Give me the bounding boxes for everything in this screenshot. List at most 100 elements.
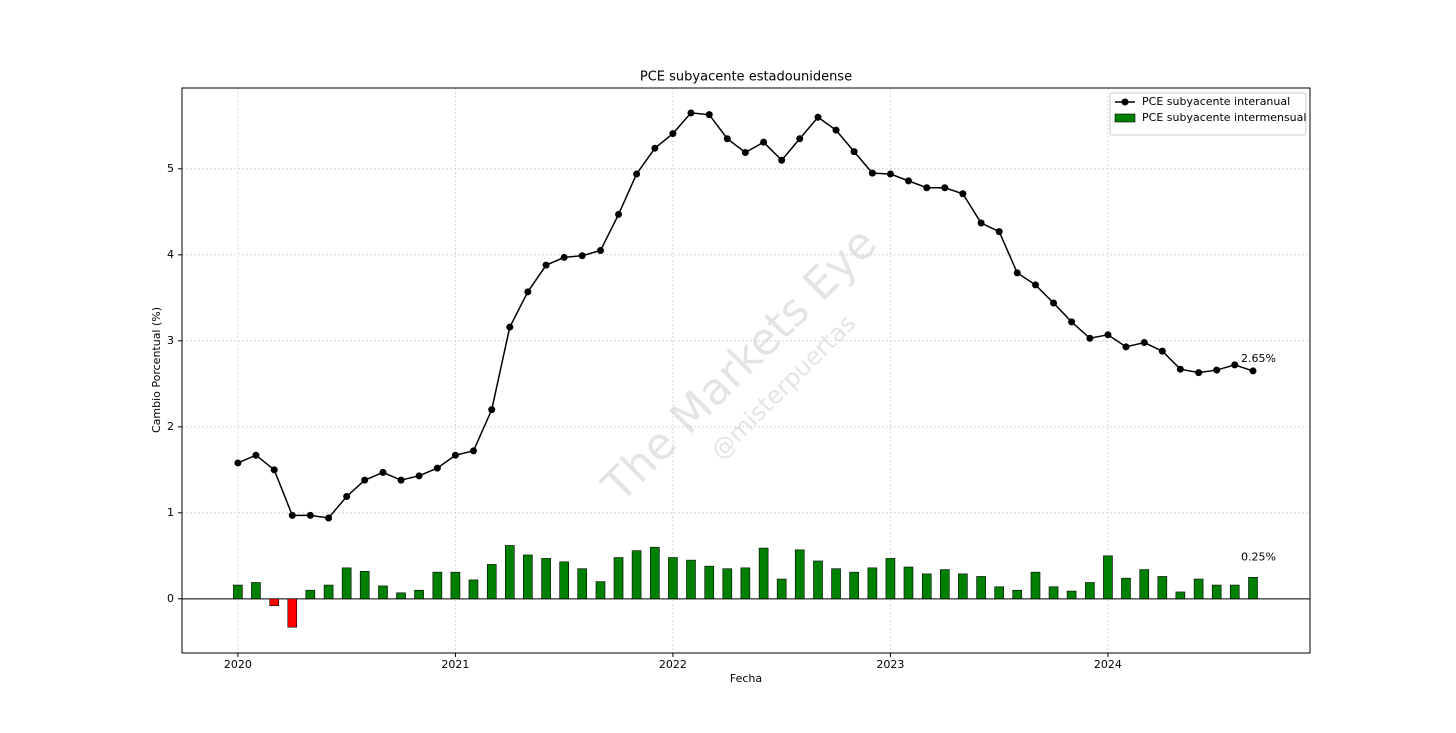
- marker: [687, 109, 695, 117]
- bar: [921, 573, 932, 600]
- bar: [305, 589, 316, 600]
- annotation: 0.25%: [1241, 550, 1276, 563]
- marker: [1158, 347, 1166, 355]
- bar: [631, 550, 642, 600]
- legend-swatch: [1121, 98, 1129, 106]
- marker: [1068, 318, 1076, 326]
- bar: [504, 545, 515, 600]
- bar: [1229, 584, 1240, 600]
- annotation: 2.65%: [1241, 352, 1276, 365]
- bar: [650, 546, 660, 600]
- marker: [850, 148, 858, 156]
- bar: [849, 571, 859, 600]
- bar: [976, 576, 986, 600]
- y-tick-label: 4: [167, 248, 174, 261]
- bar: [758, 547, 769, 600]
- y-tick-label: 1: [167, 506, 174, 519]
- bar: [541, 558, 551, 600]
- bar: [1248, 577, 1258, 600]
- marker: [633, 170, 641, 178]
- bar: [813, 560, 823, 600]
- bar: [378, 585, 388, 600]
- bar: [1193, 578, 1204, 600]
- bar: [233, 584, 243, 600]
- y-axis-label: Cambio Porcentual (%): [150, 307, 163, 433]
- marker: [343, 492, 351, 500]
- marker: [977, 219, 985, 227]
- marker: [1140, 339, 1148, 347]
- marker: [1013, 269, 1021, 277]
- legend-box: [1109, 92, 1307, 136]
- marker: [542, 261, 550, 269]
- marker: [252, 451, 260, 459]
- marker: [288, 511, 296, 519]
- bar: [468, 579, 479, 600]
- marker: [868, 169, 876, 177]
- bar: [396, 592, 406, 600]
- bar: [323, 584, 334, 600]
- bar: [1030, 571, 1041, 600]
- bar: [414, 589, 424, 600]
- marker: [651, 144, 659, 152]
- bar: [269, 598, 280, 607]
- marker: [1086, 334, 1094, 342]
- bar: [1066, 590, 1077, 600]
- marker: [379, 468, 387, 476]
- marker: [669, 130, 677, 138]
- bar: [1157, 576, 1168, 600]
- marker: [506, 323, 514, 331]
- marker: [488, 406, 496, 414]
- bar: [704, 565, 715, 600]
- bar: [1012, 589, 1023, 600]
- bar: [577, 568, 588, 600]
- bar: [613, 557, 624, 600]
- marker: [1195, 369, 1203, 377]
- marker: [923, 184, 931, 192]
- bar: [1139, 569, 1150, 600]
- marker: [1032, 281, 1040, 289]
- marker: [778, 156, 786, 164]
- marker: [270, 466, 278, 474]
- marker: [1122, 343, 1130, 351]
- bar: [1085, 582, 1095, 600]
- bar: [341, 567, 352, 600]
- marker: [814, 113, 822, 121]
- bar: [794, 549, 805, 600]
- marker: [397, 476, 405, 484]
- x-tick-label: 2023: [876, 658, 904, 671]
- x-axis-label: Fecha: [730, 672, 762, 685]
- bar: [958, 573, 968, 600]
- bar: [867, 567, 878, 600]
- marker: [723, 135, 731, 143]
- marker: [615, 210, 623, 218]
- marker: [796, 135, 804, 143]
- bar: [994, 586, 1004, 600]
- bar: [523, 554, 533, 600]
- bar: [251, 582, 261, 600]
- bar: [1103, 555, 1113, 600]
- marker: [1050, 299, 1058, 307]
- marker: [325, 514, 333, 522]
- marker: [451, 451, 459, 459]
- x-tick-label: 2024: [1094, 658, 1122, 671]
- marker: [560, 253, 568, 261]
- x-tick-label: 2021: [441, 658, 469, 671]
- y-tick-label: 3: [167, 334, 174, 347]
- legend-swatch: [1114, 113, 1136, 123]
- bar: [776, 578, 787, 600]
- legend-label: PCE subyacente intermensual: [1142, 111, 1306, 124]
- bar: [1121, 577, 1131, 600]
- marker: [524, 288, 532, 296]
- bar: [432, 571, 443, 600]
- chart-title: PCE subyacente estadounidense: [640, 70, 852, 85]
- bar: [740, 567, 751, 600]
- marker: [832, 126, 840, 134]
- x-tick-label: 2022: [659, 658, 687, 671]
- plot-frame: [181, 87, 1311, 654]
- marker: [760, 138, 768, 146]
- y-tick-label: 0: [167, 592, 174, 605]
- bar: [722, 568, 733, 600]
- y-tick-label: 5: [167, 162, 174, 175]
- marker: [1231, 361, 1239, 369]
- marker: [1213, 366, 1221, 374]
